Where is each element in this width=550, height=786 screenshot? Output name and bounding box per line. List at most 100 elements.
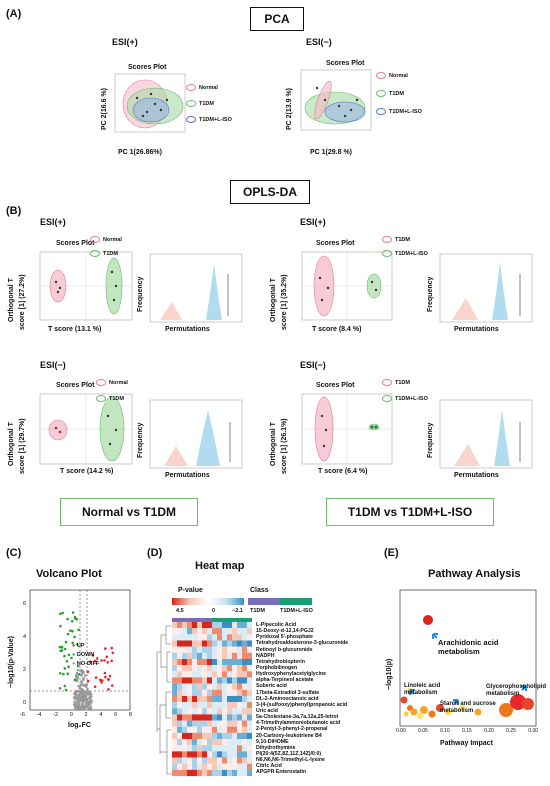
opls-br-xlabel: T score (6.4 %) — [318, 468, 368, 475]
volcano-point — [61, 611, 64, 615]
heatmap-cell — [172, 665, 178, 672]
heatmap-cell — [227, 658, 233, 666]
heatmap-cell — [242, 702, 248, 709]
heatmap-cell — [177, 745, 183, 752]
x-tick: -6 — [20, 712, 25, 718]
arrow-icon — [432, 633, 438, 639]
opls-tl-ylabel2: score [1] (27.2%) — [19, 274, 26, 330]
heatmap-cell — [177, 634, 183, 641]
x-tick: -2 — [53, 712, 59, 718]
heatmap-cell — [202, 652, 208, 660]
volcano-point — [87, 700, 90, 704]
heatmap-cell — [212, 763, 218, 770]
heatmap-cell — [247, 726, 253, 733]
heatmap-cell — [232, 745, 238, 752]
heatmap-cell — [177, 689, 183, 696]
metabolite-label: 3-(4-(sulfooxy)phenyl)propanoic acid — [256, 701, 348, 708]
legend-label: T1DM — [395, 236, 410, 243]
pathway-bubble — [459, 705, 465, 711]
heatmap-cell — [237, 720, 243, 727]
heatmap-cell — [227, 689, 233, 696]
volcano-point — [75, 618, 79, 621]
opls-tr-scores-plot — [301, 251, 393, 321]
heatmap-cell — [242, 671, 248, 678]
x-tick: 4 — [99, 712, 103, 718]
heatmap-cell — [227, 739, 233, 746]
pathway-bubble — [423, 615, 433, 625]
heatmap-cell — [172, 695, 178, 703]
t1dm-swatch — [96, 395, 106, 402]
heatmap-cell — [212, 695, 218, 703]
heatmap-cell — [217, 671, 223, 678]
volcano-point — [82, 693, 86, 697]
heatmap-cell — [182, 640, 188, 647]
opls-tl-esi: ESI(+) — [40, 217, 66, 227]
pca-right-legend-t1dm: T1DM — [376, 90, 404, 97]
heatmap-cell — [222, 652, 228, 660]
heatmap-cell — [237, 763, 243, 770]
volcano-point — [73, 678, 77, 682]
comparison-t1dm-vs-liso: T1DM vs T1DM+L-ISO — [326, 498, 494, 526]
heatmap-cell — [172, 640, 178, 647]
heatmap-cell — [197, 665, 203, 672]
heatmap-cell — [222, 640, 228, 647]
legend-label: T1DM+L-ISO — [389, 108, 422, 115]
metabolite-label: PI(20:4(5Z,8Z,11Z,14Z)/0:0) — [256, 750, 322, 757]
opls-bl-legend-b: T1DM — [96, 395, 124, 402]
heatmap-cell — [217, 720, 223, 727]
heatmap-cell — [172, 708, 178, 715]
volcano-point — [82, 678, 85, 681]
heatmap-cell — [242, 763, 248, 770]
heatmap-cell — [247, 622, 253, 629]
heatmap-cell — [242, 732, 248, 740]
heatmap-cell — [247, 720, 253, 727]
volcano-point — [88, 690, 91, 693]
volcano-point — [86, 670, 90, 673]
heatmap-cell — [197, 726, 203, 733]
heatmap-cell — [202, 763, 208, 770]
volcano-point — [95, 657, 99, 660]
heatmap-cell — [217, 763, 223, 770]
volcano-point — [106, 661, 109, 664]
heatmap-cell — [172, 720, 178, 727]
metabolite-label: alpha-Terpineol acetate — [256, 677, 314, 684]
volcano-point — [77, 699, 80, 702]
opls-br-scores-plot — [301, 393, 393, 465]
x-tick: 0.10 — [440, 728, 450, 734]
volcano-point — [74, 692, 77, 695]
heatmap-cell — [187, 634, 193, 641]
heatmap-cell — [187, 751, 193, 758]
volcano-point — [69, 629, 72, 632]
heatmap-cell — [187, 689, 193, 696]
heatmap-cell — [192, 658, 198, 666]
heatmap-cell — [222, 677, 228, 684]
opls-tr-legend-b: T1DM+L-ISO — [382, 250, 428, 257]
pathway-label-glycero: Glycerophospholipid metabolism — [486, 684, 547, 697]
heatmap-cell — [187, 665, 193, 672]
legend-label: T1DM — [395, 379, 410, 386]
opls-tl-scores-plot — [39, 251, 133, 321]
heatmap-cell — [217, 714, 223, 721]
heatmap-cell — [207, 720, 213, 727]
volcano-point — [73, 700, 76, 704]
pathway-bubble — [436, 704, 444, 712]
heatmap-cell — [247, 652, 253, 660]
heatmap-cell — [192, 745, 198, 752]
heatmap-cell — [172, 622, 178, 629]
heatmap-cell — [242, 646, 248, 653]
heatmap-cell — [217, 622, 223, 629]
heatmap-cell — [192, 720, 198, 727]
heatmap-cell — [207, 763, 213, 770]
heatmap-cell — [242, 720, 248, 727]
heatmap-cell — [187, 702, 193, 709]
heatmap-cell — [207, 689, 213, 696]
heatmap-cell — [247, 745, 253, 752]
heatmap-cell — [232, 695, 238, 703]
volcano-legend-up: ● UP — [72, 642, 99, 651]
heatmap-cell — [212, 769, 218, 777]
heatmap-cell — [192, 763, 198, 770]
heatmap-cell — [202, 640, 208, 647]
heatmap-cell — [237, 622, 243, 629]
heatmap-cell — [227, 769, 233, 777]
heatmap-cell — [217, 689, 223, 696]
